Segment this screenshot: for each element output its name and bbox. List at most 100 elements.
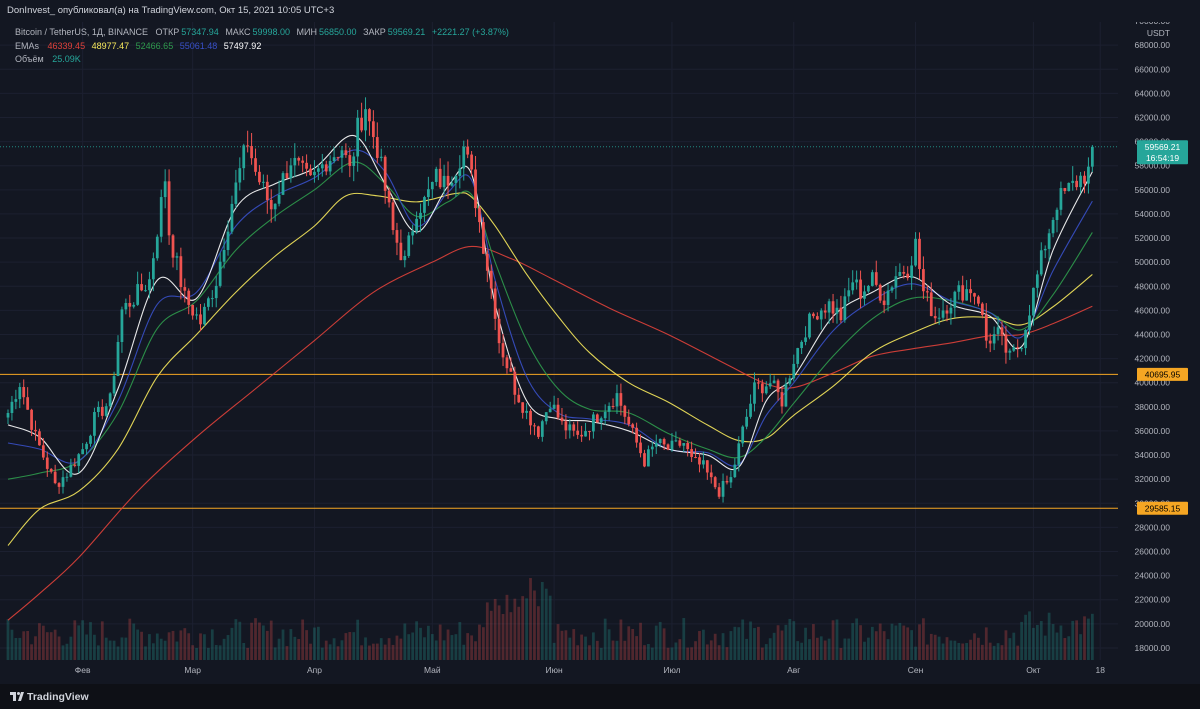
price-tick-label: 28000.00: [1135, 522, 1171, 532]
volume-row[interactable]: Объём 25.09K: [15, 53, 509, 67]
candle: [293, 143, 297, 177]
candle: [658, 438, 662, 448]
last-price-tag-label: 59569.21: [1145, 142, 1181, 152]
volume-bar: [317, 626, 320, 660]
volume-bar: [933, 634, 937, 660]
candle-body: [175, 256, 179, 258]
candle-body: [242, 145, 246, 169]
candle: [277, 180, 281, 207]
candle-body: [980, 303, 984, 315]
volume-bar: [941, 643, 945, 660]
volume-bar: [1028, 611, 1031, 660]
low-value: 56850.00: [319, 27, 357, 37]
candle-body: [348, 155, 352, 166]
candle: [898, 263, 902, 277]
horizontal-levels[interactable]: [0, 146, 1138, 509]
ema-row[interactable]: EMAs 46339.45 48977.47 52466.65 55061.48…: [15, 40, 509, 54]
ema-lines: [7, 135, 1093, 621]
volume-bar: [438, 624, 442, 660]
candle-body: [800, 341, 803, 349]
candle-body: [603, 411, 607, 419]
volume-bar: [206, 647, 210, 660]
volume-bar: [945, 637, 949, 660]
volume-bar: [336, 646, 340, 660]
volume-bar: [1008, 638, 1012, 660]
volume-bar: [595, 640, 599, 660]
tradingview-logo-icon[interactable]: [10, 690, 24, 702]
candle-body: [627, 416, 631, 425]
candle: [336, 156, 340, 162]
volume-bar: [210, 629, 214, 660]
volume-bar: [847, 638, 851, 660]
candle: [399, 229, 403, 261]
candle-body: [234, 182, 238, 204]
candle-body: [623, 405, 627, 417]
time-tick-label: Май: [424, 665, 441, 675]
candle-body: [120, 309, 124, 342]
candle: [273, 203, 277, 222]
candle-body: [187, 290, 191, 305]
level-tag-label: 40695.95: [1145, 369, 1181, 379]
price-axis[interactable]: 18000.00 20000.00 22000.00 24000.00 26000.00…: [1118, 0, 1200, 684]
volume-bar: [556, 624, 560, 660]
volume-bar: [533, 590, 536, 660]
candle-body: [823, 310, 827, 313]
volume-bar: [843, 638, 847, 660]
candle-body: [438, 168, 442, 188]
candle-body: [427, 189, 430, 198]
volume-bar: [1016, 645, 1020, 660]
candle-body: [945, 310, 949, 314]
price-tick-label: 54000.00: [1135, 209, 1171, 219]
candle-body: [203, 306, 206, 325]
candle-body: [529, 410, 532, 426]
candle: [222, 238, 226, 269]
candle: [973, 292, 976, 305]
candle: [34, 420, 37, 441]
symbol-name[interactable]: Bitcoin / TetherUS, 1Д, BINANCE: [15, 27, 148, 37]
volume-bar: [6, 619, 10, 660]
footer-brand[interactable]: TradingView: [27, 691, 89, 703]
volume-bar: [195, 647, 198, 660]
volume-bar: [937, 636, 941, 660]
candle-body: [764, 386, 768, 394]
volume-bar: [580, 634, 583, 660]
candle-body: [733, 464, 737, 478]
volume-bar: [1055, 632, 1059, 660]
candle-body: [690, 449, 693, 458]
candle-body: [835, 307, 839, 314]
candle-body: [988, 340, 992, 344]
candle: [372, 110, 375, 149]
volume-bar: [969, 639, 972, 660]
volume-bar: [949, 640, 953, 660]
ema-value-white: 57497.92: [223, 40, 262, 51]
candle-body: [670, 440, 674, 450]
candle-body: [1024, 329, 1027, 349]
candle: [10, 395, 14, 421]
candle-body: [749, 403, 752, 417]
high-label: МАКС: [225, 27, 251, 37]
time-tick-label: Мар: [184, 665, 201, 675]
volume-bar: [340, 640, 344, 660]
candle: [120, 306, 124, 353]
candle-body: [918, 238, 921, 270]
candle-body: [929, 292, 933, 317]
volume-bar: [148, 634, 151, 660]
candle-body: [18, 387, 22, 400]
candle: [631, 422, 635, 434]
volume-bar: [1090, 613, 1094, 660]
candle: [627, 409, 631, 427]
volume-bar: [1004, 630, 1008, 660]
candle: [1090, 145, 1094, 172]
volume-bar: [332, 638, 336, 660]
volume-bar: [957, 643, 961, 660]
candle: [847, 277, 851, 303]
volume-bar: [391, 644, 395, 660]
candle-body: [387, 190, 391, 203]
candle-body: [544, 412, 548, 422]
candle-body: [309, 168, 312, 176]
candle: [411, 224, 415, 245]
volume-bar: [293, 636, 297, 660]
time-axis[interactable]: Фев Мар Апр Май Июн Июл Авг Сен Окт 18: [75, 665, 1105, 675]
candle-body: [729, 477, 733, 483]
